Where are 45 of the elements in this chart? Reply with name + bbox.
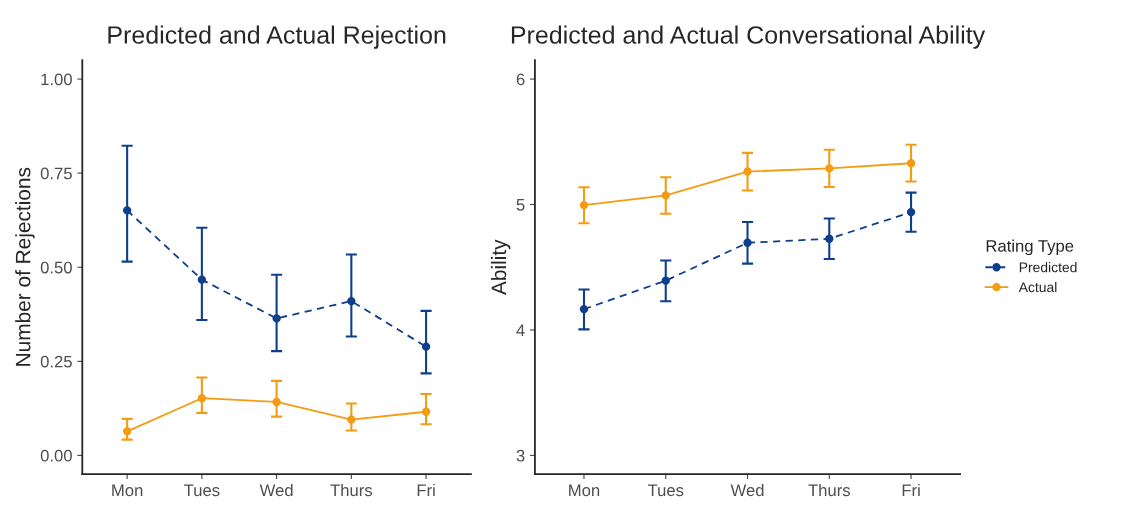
point [347,415,356,424]
point [197,394,207,403]
point [906,208,916,217]
x-tick-label: Wed [259,483,293,497]
point [825,164,834,173]
point [272,397,281,407]
y-tick-label: 3 [516,449,525,462]
point [825,234,834,243]
point [122,427,132,436]
y-tick-label: 0.00 [40,449,72,462]
point [197,275,207,284]
y-tick-label: 4 [516,324,525,336]
x-tick-label: Tues [647,484,684,497]
x-tick-label: Wed [730,483,764,497]
chart-title: Predicted and Actual Rejection [108,25,446,49]
legend-label: Actual [1018,281,1057,293]
point [906,159,916,168]
legend-label: Predicted [1019,262,1077,273]
y-tick-label: 6 [516,73,525,86]
y-tick-label: 0.50 [40,261,72,274]
y-axis-title: Number of Rejections [15,167,35,366]
chart-title: Predicted and Actual Conversational Ability [511,25,986,49]
x-tick-label: Fri [902,483,920,497]
point [272,314,281,323]
y-tick-label: 0.25 [40,355,72,368]
point [421,407,431,416]
point [579,304,589,314]
x-tick-label: Thurs [808,483,850,497]
y-tick-label: 1.00 [41,73,72,86]
x-tick-label: Mon [569,484,600,497]
point [661,276,670,285]
point [421,342,431,351]
point [661,191,670,200]
point [579,200,589,210]
x-tick-label: Fri [417,483,435,497]
x-tick-label: Thurs [330,483,373,497]
legend-title: Rating Type [986,239,1074,256]
y-tick-label: 5 [516,199,525,211]
x-tick-label: Tues [184,484,220,497]
point [122,206,132,215]
x-tick-label: Mon [112,484,143,497]
point [347,296,356,306]
point [743,238,752,247]
y-axis-title: Ability [490,239,511,295]
y-tick-label: 0.75 [40,167,72,180]
